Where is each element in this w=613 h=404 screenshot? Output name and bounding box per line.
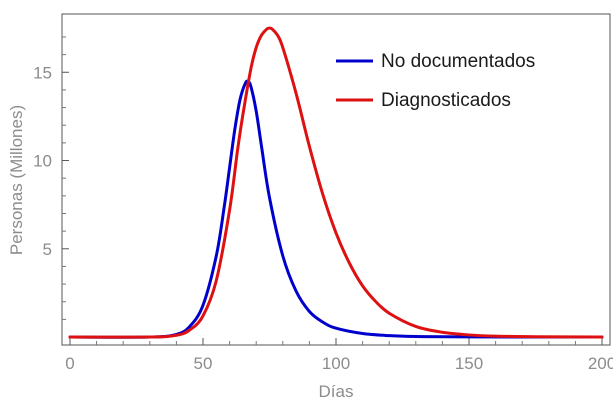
y-tick-label: 10 [33, 152, 52, 171]
x-tick-label: 0 [65, 354, 74, 373]
legend: No documentados Diagnosticados [336, 51, 535, 111]
series-line-no-documentados [68, 79, 604, 339]
y-tick-label: 5 [43, 240, 52, 259]
x-tick-label: 200 [588, 354, 613, 373]
legend-label-diagnosticados: Diagnosticados [381, 90, 511, 111]
x-tick-label: 50 [194, 354, 213, 373]
series-line-diagnosticados [68, 26, 604, 339]
legend-label-no-documentados: No documentados [381, 51, 535, 72]
series-group [68, 26, 604, 339]
y-tick-label: 15 [33, 63, 52, 82]
x-tick-label: 150 [455, 354, 483, 373]
x-tick-label: 100 [322, 354, 350, 373]
x-axis-label: Días [319, 382, 354, 401]
y-axis-label: Personas (Millones) [7, 105, 26, 255]
ticks-group: 0 50 100 150 200 5 10 15 [33, 36, 613, 373]
